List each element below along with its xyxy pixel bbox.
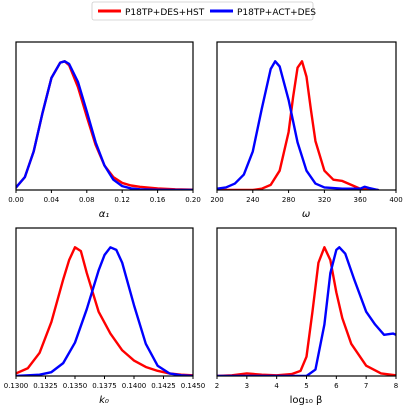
x-tick-label: 0.16 (150, 196, 166, 204)
x-tick-label: 0.1300 (4, 382, 29, 390)
x-tick-label: 0.20 (185, 196, 201, 204)
series-line-1 (16, 60, 193, 190)
x-tick-label: 6 (334, 382, 339, 390)
x-tick-label: 2 (215, 382, 219, 390)
x-tick-label: 7 (364, 382, 368, 390)
x-tick-label: 200 (210, 196, 223, 204)
x-tick-label: 360 (354, 196, 367, 204)
x-tick-label: 0.1425 (151, 382, 176, 390)
series-line-1 (16, 246, 193, 376)
xlabel-omega: ω (302, 209, 310, 220)
x-tick-label: 0.1350 (63, 382, 88, 390)
x-tick-label: 0.1450 (181, 382, 206, 390)
x-tick-label: 0.1325 (33, 382, 58, 390)
legend-label-series-2: P18TP+ACT+DES (237, 8, 316, 18)
x-tick-label: 400 (389, 196, 402, 204)
axes-frame (15, 227, 194, 377)
xlabel-k0: k₀ (99, 395, 109, 406)
legend-label-series-1: P18TP+DES+HST (125, 8, 205, 18)
legend-frame (91, 1, 314, 21)
x-tick-label: 0.04 (44, 196, 60, 204)
x-tick-label: 0.12 (114, 196, 130, 204)
series-line-2 (217, 246, 396, 376)
panel-omega: 200 240 280 320 360 400 (210, 41, 403, 204)
x-tick-label: 0.1400 (122, 382, 147, 390)
legend: P18TP+DES+HST P18TP+ACT+DES (91, 1, 316, 21)
x-tick-label: 3 (245, 382, 249, 390)
x-tick-label: 0.00 (8, 196, 24, 204)
x-tick-label: 0.08 (79, 196, 95, 204)
xlabel-log10-beta: log₁₀ β (290, 395, 323, 406)
axes-frame (15, 41, 194, 191)
x-tick-label: 4 (274, 382, 279, 390)
x-tick-label: 240 (246, 196, 259, 204)
panel-k0: 0.1300 0.1325 0.1350 0.1375 0.1400 0.1425 0.14… (4, 227, 206, 390)
series-line-1 (217, 246, 396, 376)
x-tick-label: 5 (304, 382, 308, 390)
panel-log10-beta: 2 3 4 5 6 7 8 (215, 227, 398, 390)
series-line-2 (16, 60, 193, 190)
series-line-1 (217, 60, 380, 190)
x-tick-label: 0.1375 (92, 382, 117, 390)
panel-alpha1: 0.00 0.04 0.08 0.12 0.16 0.20 (8, 41, 201, 204)
series-line-2 (16, 246, 193, 376)
axes-frame (216, 41, 397, 191)
x-tick-label: 320 (318, 196, 331, 204)
series-line-2 (217, 60, 380, 190)
x-tick-label: 8 (394, 382, 398, 390)
x-tick-label: 280 (282, 196, 295, 204)
xlabel-alpha1: α₁ (99, 209, 110, 220)
